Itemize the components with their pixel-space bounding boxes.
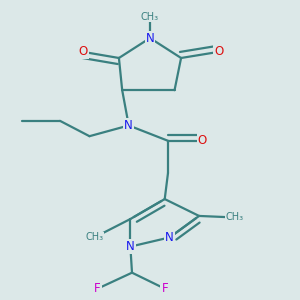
Text: O: O <box>214 45 223 58</box>
Text: CH₃: CH₃ <box>85 232 103 242</box>
Text: F: F <box>161 282 168 295</box>
Text: O: O <box>198 134 207 147</box>
Text: N: N <box>126 240 135 253</box>
Text: CH₃: CH₃ <box>141 12 159 22</box>
Text: N: N <box>165 231 174 244</box>
Text: N: N <box>146 32 154 44</box>
Text: F: F <box>94 282 101 295</box>
Text: O: O <box>78 45 88 58</box>
Text: N: N <box>124 119 133 132</box>
Text: CH₃: CH₃ <box>226 212 244 223</box>
